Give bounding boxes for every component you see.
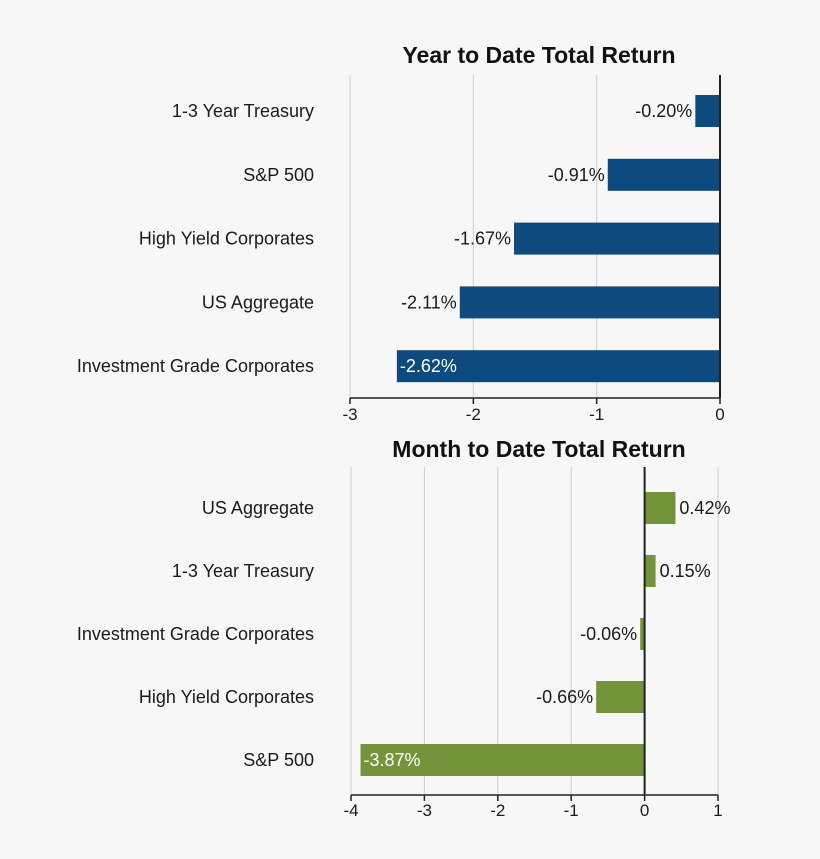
ytd-tick-label: 0 [715, 405, 724, 424]
mtd-category-label: High Yield Corporates [139, 687, 314, 707]
ytd-bar [695, 95, 720, 127]
mtd-chart: Month to Date Total Return -4 -3 -2 -1 0 1 US … [77, 436, 731, 820]
mtd-tick-label: -4 [343, 801, 358, 820]
mtd-tick-label: 0 [640, 801, 649, 820]
ytd-value-label: -0.20% [635, 101, 692, 121]
mtd-value-label: -0.06% [580, 624, 637, 644]
ytd-bar [396, 350, 720, 383]
mtd-bar [596, 681, 645, 713]
ytd-category-label: 1-3 Year Treasury [172, 101, 314, 121]
ytd-tick-label: -1 [589, 405, 604, 424]
mtd-bar [360, 744, 645, 776]
ytd-chart: Year to Date Total Return -3 -2 -1 0 1-3 Yea… [77, 42, 725, 424]
mtd-chart-title: Month to Date Total Return [392, 436, 685, 462]
mtd-category-label: S&P 500 [243, 750, 314, 770]
ytd-chart-title: Year to Date Total Return [402, 42, 675, 68]
mtd-value-label: -3.87% [364, 750, 421, 770]
ytd-category-label: S&P 500 [243, 165, 314, 185]
mtd-category-label: Investment Grade Corporates [77, 624, 314, 644]
ytd-bar [459, 286, 720, 319]
mtd-tick-label: -2 [490, 801, 505, 820]
ytd-category-label: High Yield Corporates [139, 229, 314, 249]
mtd-bar [644, 555, 656, 587]
ytd-value-label: -0.91% [548, 165, 605, 185]
mtd-category-label: 1-3 Year Treasury [172, 561, 314, 581]
mtd-value-label: 0.42% [679, 498, 730, 518]
ytd-tick-label: -3 [342, 405, 357, 424]
mtd-bar [644, 492, 676, 524]
mtd-bar [640, 618, 645, 650]
ytd-bar [514, 222, 720, 255]
mtd-value-label: 0.15% [660, 561, 711, 581]
mtd-tick-label: -3 [417, 801, 432, 820]
ytd-category-label: US Aggregate [202, 292, 314, 312]
ytd-value-label: -1.67% [454, 229, 511, 249]
ytd-value-label: -2.62% [400, 356, 457, 376]
mtd-value-label: -0.66% [536, 687, 593, 707]
ytd-tick-label: -2 [466, 405, 481, 424]
ytd-bar [607, 158, 720, 191]
ytd-value-label: -2.11% [401, 292, 457, 312]
mtd-tick-label: 1 [713, 801, 722, 820]
mtd-category-label: US Aggregate [202, 498, 314, 518]
mtd-tick-label: -1 [564, 801, 579, 820]
ytd-category-label: Investment Grade Corporates [77, 356, 314, 376]
